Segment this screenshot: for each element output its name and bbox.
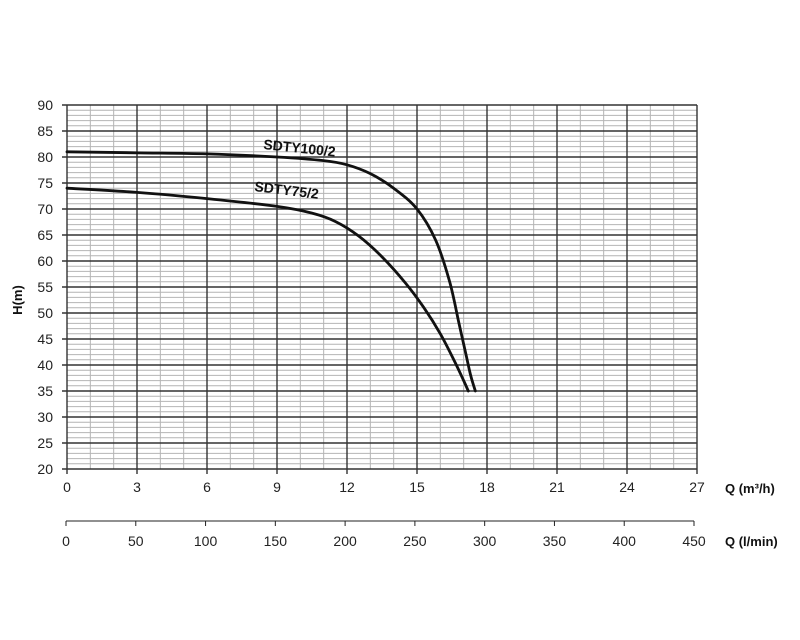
y-tick-label: 20 [37,461,53,477]
x-tick-label: 0 [63,479,71,495]
x2-tick-label: 150 [264,533,288,549]
x-tick-label: 9 [273,479,281,495]
x2-tick-label: 400 [613,533,637,549]
x2-tick-label: 0 [62,533,70,549]
y-tick-label: 40 [37,357,53,373]
series-label-sdty100-2: SDTY100/2 [263,136,337,159]
y-tick-label: 75 [37,175,53,191]
x-tick-label: 6 [203,479,211,495]
x-tick-label: 27 [689,479,705,495]
x2-tick-label: 300 [473,533,497,549]
tick-labels: 20 25 30 35 40 45 50 55 60 65 70 75 80 85 90 0 3 6 9 12 15 18… [37,97,705,495]
x-tick-label: 15 [409,479,425,495]
x-tick-label: 12 [339,479,355,495]
series-line-0 [65,150,477,393]
x2-tick-label: 250 [403,533,427,549]
y-tick-label: 35 [37,383,53,399]
y-tick-label: 80 [37,149,53,165]
major-grid [62,104,698,474]
x2-tick-label: 450 [682,533,706,549]
y-tick-label: 70 [37,201,53,217]
y-tick-label: 85 [37,123,53,139]
x-tick-label: 24 [619,479,635,495]
y-axis-title: H(m) [10,285,25,315]
x2-tick-label: 200 [333,533,357,549]
y-tick-label: 45 [37,331,53,347]
y-tick-label: 50 [37,305,53,321]
y-tick-label: 30 [37,409,53,425]
x2-tick-labels: 0 50 100 150 200 250 300 350 400 450 [62,521,706,549]
series-label-sdty75-2: SDTY75/2 [254,178,320,202]
y-tick-label: 65 [37,227,53,243]
x2-axis-title: Q (l/min) [725,534,778,549]
y-tick-label: 60 [37,253,53,269]
y-tick-label: 90 [37,97,53,113]
y-tick-label: 25 [37,435,53,451]
x2-tick-label: 350 [543,533,567,549]
x-tick-label: 3 [133,479,141,495]
y-tick-label: 55 [37,279,53,295]
x-tick-label: 21 [549,479,565,495]
x-tick-label: 18 [479,479,495,495]
x2-tick-label: 100 [194,533,218,549]
x2-tick-label: 50 [128,533,144,549]
curves-layer [65,150,477,393]
x-axis-title: Q (m³/h) [725,481,775,496]
series-line-1 [65,186,470,393]
